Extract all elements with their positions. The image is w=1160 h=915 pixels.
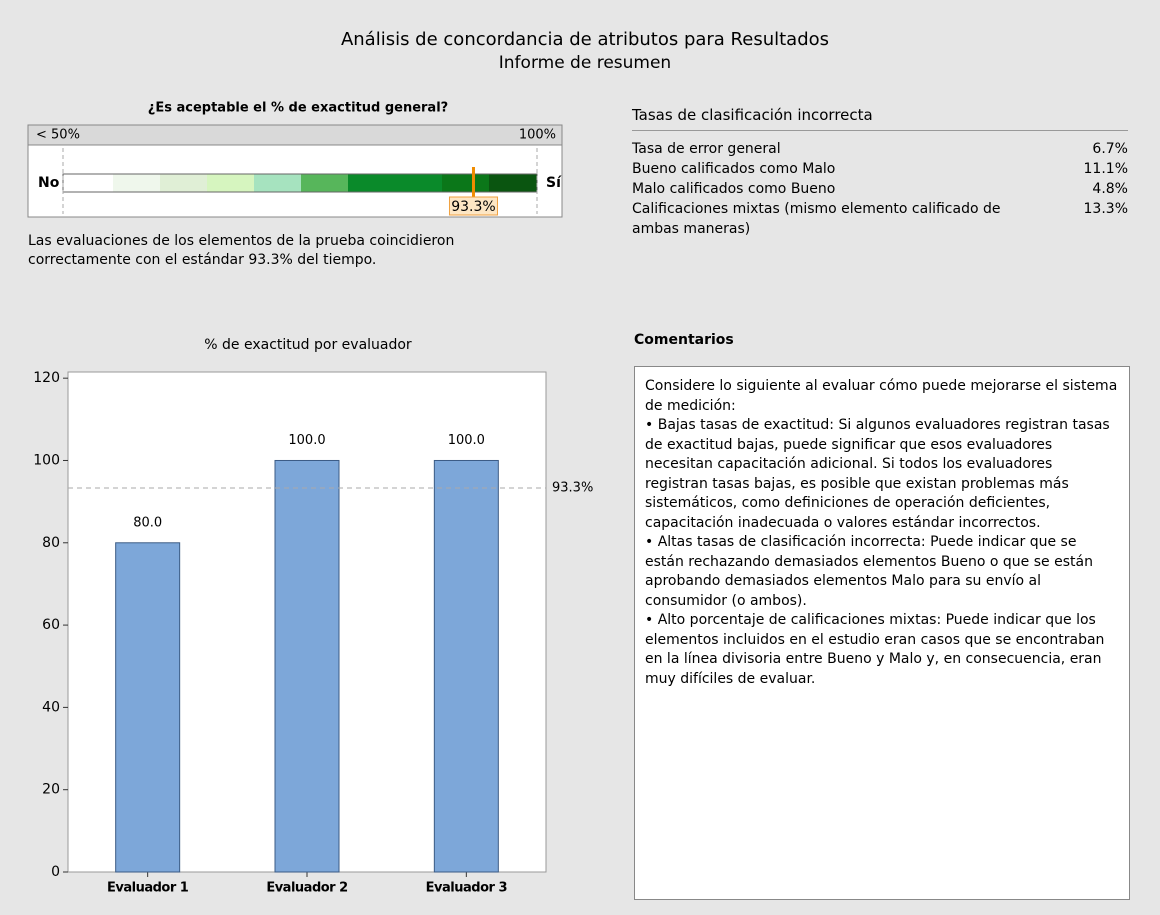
x-tick-label: Evaluador 1 xyxy=(107,881,189,896)
chart-title: % de exactitud por evaluador xyxy=(204,337,412,353)
comments-title: Comentarios xyxy=(634,332,734,348)
comment-paragraph: Considere lo siguiente al evaluar cómo p… xyxy=(645,378,1118,414)
gauge-title: ¿Es aceptable el % de exactitud general? xyxy=(148,101,448,116)
reference-label: 93.3% xyxy=(552,481,593,496)
gauge-no: No xyxy=(38,175,60,191)
gauge-yes: Sí xyxy=(546,175,562,191)
misclassification: Tasas de clasificación incorrecta Tasa d… xyxy=(632,106,1128,239)
comment-paragraph: • Bajas tasas de exactitud: Si algunos e… xyxy=(645,417,1110,531)
y-tick-label: 60 xyxy=(42,617,60,633)
y-tick-label: 40 xyxy=(42,699,60,715)
y-tick-label: 120 xyxy=(33,370,60,386)
gauge-bands xyxy=(62,173,538,193)
y-tick-label: 80 xyxy=(42,535,60,551)
mis-rows: Tasa de error general 6.7% Bueno calificad… xyxy=(632,139,1128,239)
mis-value: 13.3% xyxy=(1083,201,1128,217)
mis-label: Bueno calificados como Malo xyxy=(632,161,836,177)
value-label: 80.0 xyxy=(133,515,162,530)
bar xyxy=(274,459,340,873)
title: Análisis de concordancia de atributos pa… xyxy=(341,29,829,50)
mis-row: Tasa de error general 6.7% xyxy=(632,139,1128,159)
bar xyxy=(115,542,181,873)
mis-value: 11.1% xyxy=(1083,161,1128,177)
mis-label: Malo calificados como Bueno xyxy=(632,181,836,197)
mis-row: Calificaciones mixtas (mismo elemento ca… xyxy=(632,199,1128,239)
gauge-header xyxy=(27,124,563,146)
value-label: 100.0 xyxy=(288,433,325,448)
mis-title: Tasas de clasificación incorrecta xyxy=(632,106,1128,131)
gauge-low: < 50% xyxy=(36,128,80,143)
mis-value: 4.8% xyxy=(1092,181,1128,197)
bar xyxy=(433,459,499,873)
comments-box: Considere lo siguiente al evaluar cómo p… xyxy=(634,366,1130,900)
gauge-high: 100% xyxy=(519,128,556,143)
comment-paragraph: • Alto porcentaje de calificaciones mixt… xyxy=(645,612,1105,687)
y-tick-label: 20 xyxy=(42,782,60,798)
value-label: 100.0 xyxy=(448,433,485,448)
mis-label: Calificaciones mixtas (mismo elemento ca… xyxy=(632,201,1001,237)
mis-label: Tasa de error general xyxy=(632,141,781,157)
y-tick-label: 0 xyxy=(51,864,60,880)
gauge-value-box xyxy=(448,196,498,216)
mis-value: 6.7% xyxy=(1092,141,1128,157)
gauge-value-label: 93.3% xyxy=(451,199,495,215)
comment-paragraph: • Altas tasas de clasificación incorrect… xyxy=(645,534,1093,609)
mis-row: Malo calificados como Bueno 4.8% xyxy=(632,179,1128,199)
gauge-statement: Las evaluaciones de los elementos de la … xyxy=(28,233,455,268)
mis-row: Bueno calificados como Malo 11.1% xyxy=(632,159,1128,179)
x-tick-label: Evaluador 3 xyxy=(426,881,508,896)
x-tick-label: Evaluador 2 xyxy=(266,881,347,896)
subtitle: Informe de resumen xyxy=(499,53,671,73)
y-tick-label: 100 xyxy=(33,452,60,468)
